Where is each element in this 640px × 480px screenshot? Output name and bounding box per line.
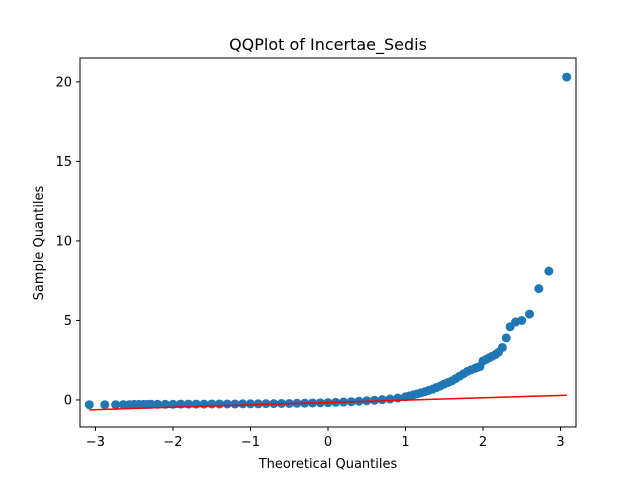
data-point	[544, 266, 554, 276]
data-point	[377, 395, 387, 405]
y-tick-label: 5	[64, 314, 72, 329]
data-point	[146, 399, 156, 409]
data-point	[199, 399, 209, 409]
data-point	[517, 315, 527, 325]
data-point	[215, 399, 224, 409]
x-tick-label: −2	[163, 435, 182, 450]
data-point	[253, 399, 263, 409]
data-point	[246, 399, 255, 409]
data-point	[230, 399, 240, 409]
data-point	[525, 309, 534, 319]
x-axis-label: Theoretical Quantiles	[258, 457, 398, 472]
data-point	[118, 400, 128, 410]
chart-title: QQPlot of Incertae_Sedis	[229, 35, 427, 55]
y-axis: 0 5 10 15 20	[55, 75, 80, 408]
data-point	[84, 400, 94, 410]
x-tick-label: 2	[479, 435, 487, 450]
y-tick-label: 10	[55, 234, 72, 249]
data-point	[370, 395, 379, 405]
x-tick-label: 1	[401, 435, 409, 450]
reference-line	[89, 394, 567, 411]
y-axis-label: Sample Quantiles	[32, 185, 47, 300]
y-tick-label: 20	[55, 75, 72, 90]
y-tick-label: 15	[55, 155, 72, 170]
x-tick-label: −3	[86, 435, 105, 450]
plot-frame	[79, 57, 577, 428]
plot-area	[84, 72, 572, 411]
data-point	[534, 284, 544, 294]
y-tick-label: 0	[64, 393, 72, 408]
x-axis: −3 −2 −1 0 1 2 3	[86, 427, 565, 450]
data-point	[160, 399, 170, 409]
data-point	[100, 400, 110, 410]
data-point	[111, 400, 121, 410]
x-tick-label: 0	[324, 435, 332, 450]
data-point	[385, 394, 395, 404]
data-point	[207, 399, 217, 409]
x-tick-label: −1	[241, 435, 260, 450]
data-point	[261, 399, 271, 409]
data-point	[497, 342, 507, 352]
data-point	[501, 333, 511, 343]
data-point	[222, 399, 232, 409]
x-tick-label: 3	[556, 435, 564, 450]
data-point	[562, 72, 572, 82]
data-point	[153, 399, 162, 409]
data-point	[238, 399, 248, 409]
